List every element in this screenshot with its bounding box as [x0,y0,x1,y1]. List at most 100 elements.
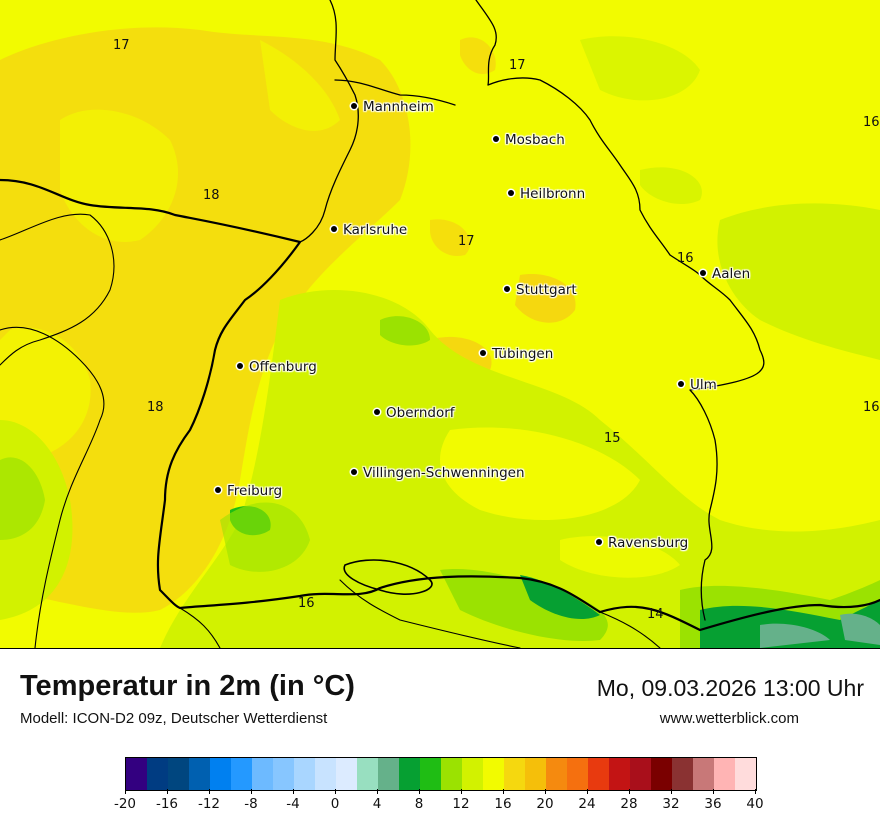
isotherm-label: 14 [647,607,664,622]
legend-color-segment [672,758,693,790]
legend-tick [419,789,420,794]
legend-color-segment [147,758,168,790]
legend-color-segment [588,758,609,790]
legend-color-segment [294,758,315,790]
legend-tick [629,789,630,794]
city-marker-stuttgart: Stuttgart [504,282,577,298]
city-dot-icon [596,539,602,545]
legend-tick-label: 8 [414,796,424,812]
legend-color-segment [357,758,378,790]
isotherm-label: 16 [863,400,880,415]
color-legend-bar [125,757,757,791]
isotherm-label: 18 [147,400,164,415]
temperature-map: 17 17 16 18 17 16 18 16 15 16 14 Mannhei… [0,0,880,649]
legend-color-segment [231,758,252,790]
city-marker-offenburg: Offenburg [237,359,317,375]
legend-tick-label: 20 [536,796,554,812]
legend-color-segment [714,758,735,790]
isotherm-label: 15 [604,431,621,446]
legend-color-segment [252,758,273,790]
legend-color-segment [609,758,630,790]
legend-tick [503,789,504,794]
isotherm-label: 17 [509,58,526,73]
legend-tick-label: 32 [662,796,680,812]
legend-color-segment [189,758,210,790]
city-dot-icon [700,270,706,276]
legend-tick [755,789,756,794]
legend-color-segment [651,758,672,790]
legend-tick-label: -20 [113,796,137,812]
legend-tick [293,789,294,794]
legend-color-segment [420,758,441,790]
legend-tick [167,789,168,794]
city-marker-villingen-schwenningen: Villingen-Schwenningen [351,465,525,481]
legend-tick-label: 16 [494,796,512,812]
legend-color-segment [504,758,525,790]
legend-tick [335,789,336,794]
legend-color-segment [336,758,357,790]
isotherm-label: 18 [203,188,220,203]
legend-tick [713,789,714,794]
city-marker-mannheim: Mannheim [351,99,434,115]
legend-color-segment [210,758,231,790]
legend-tick-label: 24 [578,796,596,812]
legend-color-segment [567,758,588,790]
legend-tick [545,789,546,794]
legend-tick-label: 4 [372,796,382,812]
city-marker-mosbach: Mosbach [493,132,565,148]
city-marker-oberndorf: Oberndorf [374,405,455,421]
legend-tick-label: 36 [704,796,722,812]
legend-tick-label: -12 [197,796,221,812]
legend-tick [461,789,462,794]
city-dot-icon [237,363,243,369]
legend-color-segment [273,758,294,790]
city-dot-icon [331,226,337,232]
isotherm-label: 17 [113,38,130,53]
isotherm-label: 16 [863,115,880,130]
city-dot-icon [351,469,357,475]
website-link[interactable]: www.wetterblick.com [659,710,799,727]
color-legend-ticks: -20 -16 -12 -8 -4 0 4 8 12 16 20 24 28 32 36 40 [114,789,764,819]
legend-tick [587,789,588,794]
legend-color-segment [483,758,504,790]
city-dot-icon [504,286,510,292]
legend-color-segment [630,758,651,790]
legend-tick-label: -4 [286,796,300,812]
legend-color-segment [126,758,147,790]
legend-tick [125,789,126,794]
city-marker-aalen: Aalen [700,266,750,282]
legend-color-segment [462,758,483,790]
city-marker-karlsruhe: Karlsruhe [331,222,407,238]
legend-color-segment [735,758,756,790]
city-dot-icon [678,381,684,387]
isotherm-label: 16 [677,251,694,266]
isotherm-label: 16 [298,596,315,611]
legend-tick-label: -8 [244,796,258,812]
legend-color-segment [399,758,420,790]
legend-color-segment [378,758,399,790]
legend-color-segment [168,758,189,790]
legend-tick [209,789,210,794]
legend-tick [377,789,378,794]
city-marker-tuebingen: Tübingen [480,346,553,362]
city-marker-heilbronn: Heilbronn [508,186,585,202]
legend-tick [671,789,672,794]
city-dot-icon [508,190,514,196]
city-dot-icon [351,103,357,109]
city-dot-icon [493,136,499,142]
legend-color-segment [546,758,567,790]
city-marker-ulm: Ulm [678,377,717,393]
city-dot-icon [480,350,486,356]
legend-tick-label: 12 [452,796,470,812]
legend-tick [251,789,252,794]
forecast-datetime: Mo, 09.03.2026 13:00 Uhr [596,675,864,701]
legend-color-segment [315,758,336,790]
city-dot-icon [374,409,380,415]
isotherm-label: 17 [458,234,475,249]
legend-tick-label: 28 [620,796,638,812]
legend-color-segment [441,758,462,790]
map-field [0,0,880,648]
legend-color-segment [525,758,546,790]
city-marker-ravensburg: Ravensburg [596,535,688,551]
legend-tick-label: -16 [155,796,179,812]
